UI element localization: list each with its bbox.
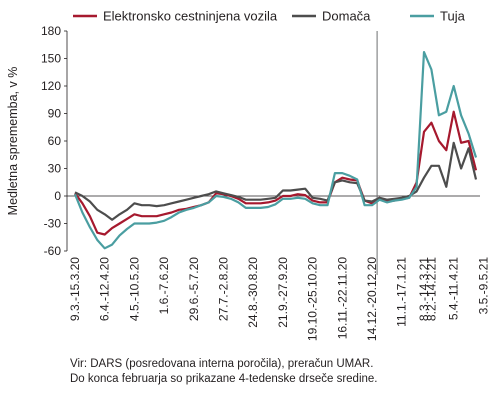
x-tick-label: 1.6.-7.6.20 [157,257,171,315]
y-axis-title: Medletna sprememba, v % [6,67,20,216]
x-tick-label: 19.10.-25.10.20 [306,257,320,341]
x-tick-label: 29.6.-5.7.20 [187,257,201,321]
source-line-1: Vir: DARS (posredovana interna poročila)… [70,358,374,370]
y-tick-label: -30 [44,217,62,231]
x-tick-label: 21.9.-27.9.20 [276,257,290,328]
x-tick-label: 4.5.-10.5.20 [127,257,141,321]
y-tick-label: 90 [48,107,62,121]
x-tick-label: 8.3.-14.3.21 [417,257,431,321]
legend: Elektronsko cestninjena vozila Domača Tuja [73,9,466,24]
x-tick-label: 27.7.-2.8.20 [217,257,231,321]
y-tick-label: 0 [54,189,61,203]
series-line-3 [73,50,478,250]
x-tick-label: 5.4.-11.4.21 [447,257,461,320]
x-tick-label: 16.11.-22.11.20 [335,257,349,340]
x-tick-label: 3.5.-9.5.21 [476,257,490,315]
legend-label-3: Tuja [440,9,466,24]
source-note: Vir: DARS (posredovana interna poročila)… [70,357,377,387]
x-tick-label: 24.8.-30.8.20 [246,257,260,328]
x-tick-label: 14.12.-20.12.20 [365,257,379,341]
legend-label-1: Elektronsko cestninjena vozila [103,9,278,24]
series-layer [73,50,478,250]
y-tick-label: 60 [48,134,62,148]
y-axis: -60 -30 0 30 60 90 120 150 180 [41,24,67,258]
y-tick-label: 30 [48,162,62,176]
x-tick-label: 6.4.-12.4.20 [98,257,112,321]
x-tick-label: 9.3.-15.3.20 [68,257,82,321]
series-line-1 [74,110,478,236]
y-tick-label: 150 [41,52,61,66]
x-tick-label: 11.1.-17.1.21 [395,257,409,327]
y-tick-label: 180 [41,24,61,38]
x-tick-label: 8.2.-14.2.21 [424,257,438,321]
y-tick-label: -60 [44,244,62,258]
x-axis: 9.3.-15.3.20 6.4.-12.4.20 4.5.-10.5.20 1.6.… [68,257,490,341]
y-tick-label: 120 [41,79,61,93]
source-line-2: Do konca februarja so prikazane 4-tedens… [70,373,378,385]
legend-label-2: Domača [322,9,371,24]
